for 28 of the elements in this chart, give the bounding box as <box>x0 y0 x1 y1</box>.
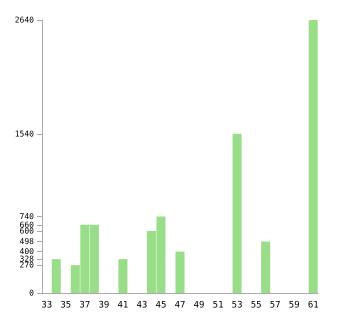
bar <box>175 252 185 293</box>
y-tick-label: 270 <box>20 260 34 270</box>
bar <box>308 20 318 293</box>
x-tick-label: 47 <box>174 300 186 310</box>
x-tick-label: 55 <box>250 300 262 310</box>
x-tick-label: 45 <box>156 300 166 310</box>
bar <box>52 259 61 293</box>
x-tick-label: 51 <box>212 300 224 310</box>
x-tick-label: 53 <box>232 300 243 310</box>
y-tick-label: 0 <box>29 288 34 298</box>
x-tick-label: 43 <box>136 300 148 310</box>
y-tick-label: 498 <box>20 237 34 246</box>
bar <box>261 242 270 293</box>
x-tick-label: 57 <box>270 300 281 310</box>
x-tick-label: 37 <box>79 300 90 310</box>
bar <box>232 134 242 293</box>
x-tick-label: 35 <box>60 300 72 310</box>
x-tick-label: 39 <box>98 300 110 310</box>
x-tick-label: 49 <box>194 300 204 310</box>
y-tick-label: 1540 <box>14 129 34 138</box>
y-tick-label: 740 <box>20 212 34 221</box>
x-tick-label: 33 <box>41 300 52 310</box>
bar <box>118 259 128 293</box>
x-tick-label: 59 <box>288 300 300 310</box>
x-tick-label: 41 <box>117 300 128 310</box>
y-tick-label: 400 <box>20 247 34 256</box>
x-tick-label: 61 <box>308 300 319 310</box>
y-tick-label: 2640 <box>14 16 34 24</box>
